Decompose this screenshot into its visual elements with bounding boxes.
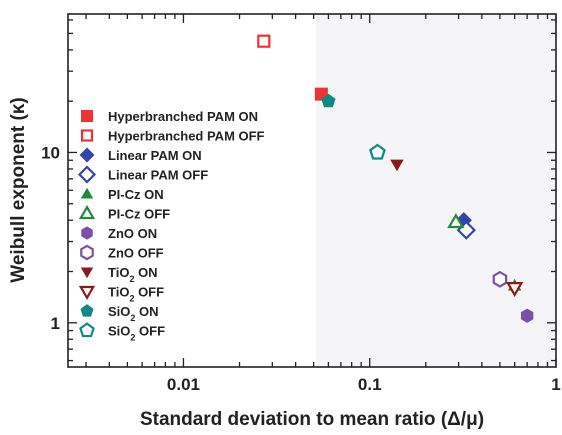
legend-item: Hyperbranched PAM ON xyxy=(81,109,258,124)
legend-marker xyxy=(80,267,94,279)
legend-marker xyxy=(80,187,94,199)
legend-label: ZnO OFF xyxy=(108,246,164,261)
legend: Hyperbranched PAM ON Hyperbranched PAM OF… xyxy=(77,109,265,343)
legend-item: PI-Cz OFF xyxy=(78,205,170,222)
data-point xyxy=(447,213,465,229)
legend-label: Linear PAM OFF xyxy=(108,168,208,183)
data-point xyxy=(257,34,271,48)
data-point xyxy=(321,93,336,108)
legend-marker xyxy=(80,244,94,261)
legend-item: ZnO OFF xyxy=(80,244,164,261)
data-point xyxy=(520,308,534,323)
legend-item: Linear PAM OFF xyxy=(77,165,208,184)
legend-label: PI-Cz ON xyxy=(108,187,164,202)
x-tick-label: 1 xyxy=(551,375,560,394)
data-point xyxy=(506,282,524,298)
legend-marker xyxy=(80,129,94,142)
legend-item: TiO2 ON xyxy=(80,265,158,284)
legend-label: Linear PAM ON xyxy=(108,148,202,163)
y-tick-label: 1 xyxy=(51,314,60,333)
legend-label: SiO2 ON xyxy=(108,304,159,323)
legend-item: TiO2 OFF xyxy=(78,285,164,304)
legend-label: ZnO ON xyxy=(108,226,157,241)
legend-label: TiO2 OFF xyxy=(108,285,164,304)
data-point xyxy=(369,143,386,160)
axis-ticks xyxy=(68,14,557,367)
data-points xyxy=(257,34,534,323)
legend-marker xyxy=(80,304,94,317)
legend-marker xyxy=(79,322,95,338)
legend-marker xyxy=(79,147,95,163)
x-axis-title: Standard deviation to mean ratio (Δ/μ) xyxy=(140,409,484,430)
legend-marker xyxy=(81,110,93,122)
tick-labels: 0.01 0.1 1 1 10 xyxy=(41,143,561,394)
y-tick-label: 10 xyxy=(41,143,60,162)
legend-label: Hyperbranched PAM OFF xyxy=(108,129,265,144)
legend-item: PI-Cz ON xyxy=(80,187,164,202)
legend-item: ZnO ON xyxy=(81,226,157,241)
legend-item: Hyperbranched PAM OFF xyxy=(80,129,265,144)
legend-item: Linear PAM ON xyxy=(79,147,202,163)
data-point xyxy=(492,270,508,288)
shaded-region xyxy=(316,14,556,367)
legend-label: Hyperbranched PAM ON xyxy=(108,109,258,124)
legend-label: SiO2 OFF xyxy=(108,324,165,343)
legend-label: TiO2 ON xyxy=(108,265,158,284)
plot-frame xyxy=(67,13,557,368)
legend-item: SiO2 ON xyxy=(80,304,159,323)
data-point xyxy=(390,159,404,172)
legend-marker xyxy=(78,285,96,300)
legend-item: SiO2 OFF xyxy=(79,322,165,343)
x-tick-label: 0.01 xyxy=(167,375,200,394)
legend-marker xyxy=(77,165,97,184)
x-tick-label: 0.1 xyxy=(358,375,382,394)
legend-marker xyxy=(78,205,96,220)
y-axis-title: Weibull exponent (κ) xyxy=(8,97,29,282)
legend-label: PI-Cz OFF xyxy=(108,207,170,222)
legend-marker xyxy=(81,226,93,240)
